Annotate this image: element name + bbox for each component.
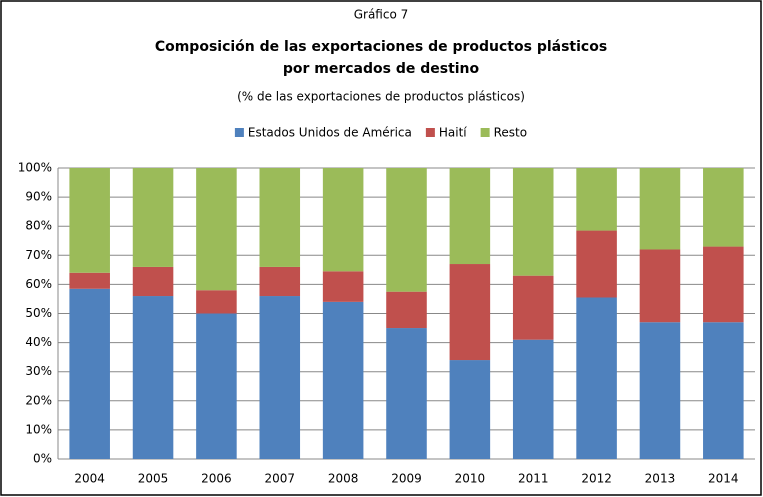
- y-tick-label: 80%: [25, 219, 52, 233]
- bar-segment: [512, 275, 554, 340]
- bar-segment: [69, 288, 110, 459]
- bar-segment: [132, 168, 174, 267]
- bar-segment: [259, 168, 301, 267]
- x-tick-label: 2004: [74, 472, 105, 486]
- x-tick-label: 2014: [708, 472, 739, 486]
- x-tick-label: 2010: [455, 472, 486, 486]
- bar-segment: [576, 230, 617, 298]
- legend-swatch: [234, 128, 244, 137]
- x-tick-label: 2012: [581, 472, 612, 486]
- chart-title: Composición de las exportaciones de prod…: [155, 39, 607, 55]
- y-tick-label: 70%: [25, 248, 52, 262]
- legend-label: Haití: [439, 126, 467, 140]
- bar-segment: [386, 328, 427, 459]
- x-tick-label: 2005: [138, 472, 169, 486]
- y-tick-label: 60%: [25, 277, 52, 291]
- x-tick-label: 2009: [391, 472, 422, 486]
- y-tick-label: 10%: [25, 422, 52, 436]
- bar-segment: [639, 168, 681, 250]
- bar-segment: [132, 266, 174, 297]
- bar-segment: [69, 272, 110, 289]
- y-tick-label: 30%: [25, 364, 52, 378]
- chart-subtitle: (% de las exportaciones de productos plá…: [237, 90, 525, 104]
- bar-segment: [196, 290, 237, 314]
- x-tick-label: 2007: [264, 472, 295, 486]
- bar-segment: [132, 296, 174, 459]
- bar-segment: [322, 271, 364, 302]
- bar-segment: [449, 360, 491, 459]
- y-tick-label: 40%: [25, 335, 52, 349]
- bar-segment: [449, 168, 491, 265]
- x-tick-label: 2013: [645, 472, 676, 486]
- bar-segment: [703, 322, 744, 459]
- chart-title: por mercados de destino: [283, 61, 480, 77]
- bar-segment: [703, 246, 744, 323]
- bar-segment: [259, 296, 301, 459]
- bar-segment: [196, 168, 237, 291]
- bar-segment: [386, 291, 427, 329]
- x-tick-label: 2006: [201, 472, 232, 486]
- bar-segment: [196, 313, 237, 459]
- x-tick-label: 2008: [328, 472, 359, 486]
- bar-segment: [639, 322, 681, 459]
- bar-segment: [576, 168, 617, 231]
- chart-label: Gráfico 7: [354, 8, 409, 22]
- bar-segment: [449, 264, 491, 361]
- y-tick-label: 50%: [25, 306, 52, 320]
- bar-segment: [322, 301, 364, 459]
- bar-segment: [512, 339, 554, 459]
- y-tick-label: 20%: [25, 393, 52, 407]
- bar-segment: [703, 168, 744, 247]
- y-tick-label: 100%: [18, 161, 52, 175]
- bar-segment: [576, 297, 617, 459]
- legend-label: Estados Unidos de América: [248, 126, 412, 140]
- legend-swatch: [425, 128, 435, 137]
- bar-segment: [386, 168, 427, 292]
- y-tick-label: 0%: [33, 452, 52, 466]
- bar-segment: [322, 168, 364, 272]
- legend-swatch: [480, 128, 490, 137]
- bar-segment: [639, 249, 681, 323]
- legend-label: Resto: [494, 126, 527, 140]
- bar-segment: [259, 266, 301, 297]
- bar-segment: [512, 168, 554, 276]
- bar-segment: [69, 168, 110, 273]
- y-tick-label: 90%: [25, 190, 52, 204]
- x-tick-label: 2011: [518, 472, 549, 486]
